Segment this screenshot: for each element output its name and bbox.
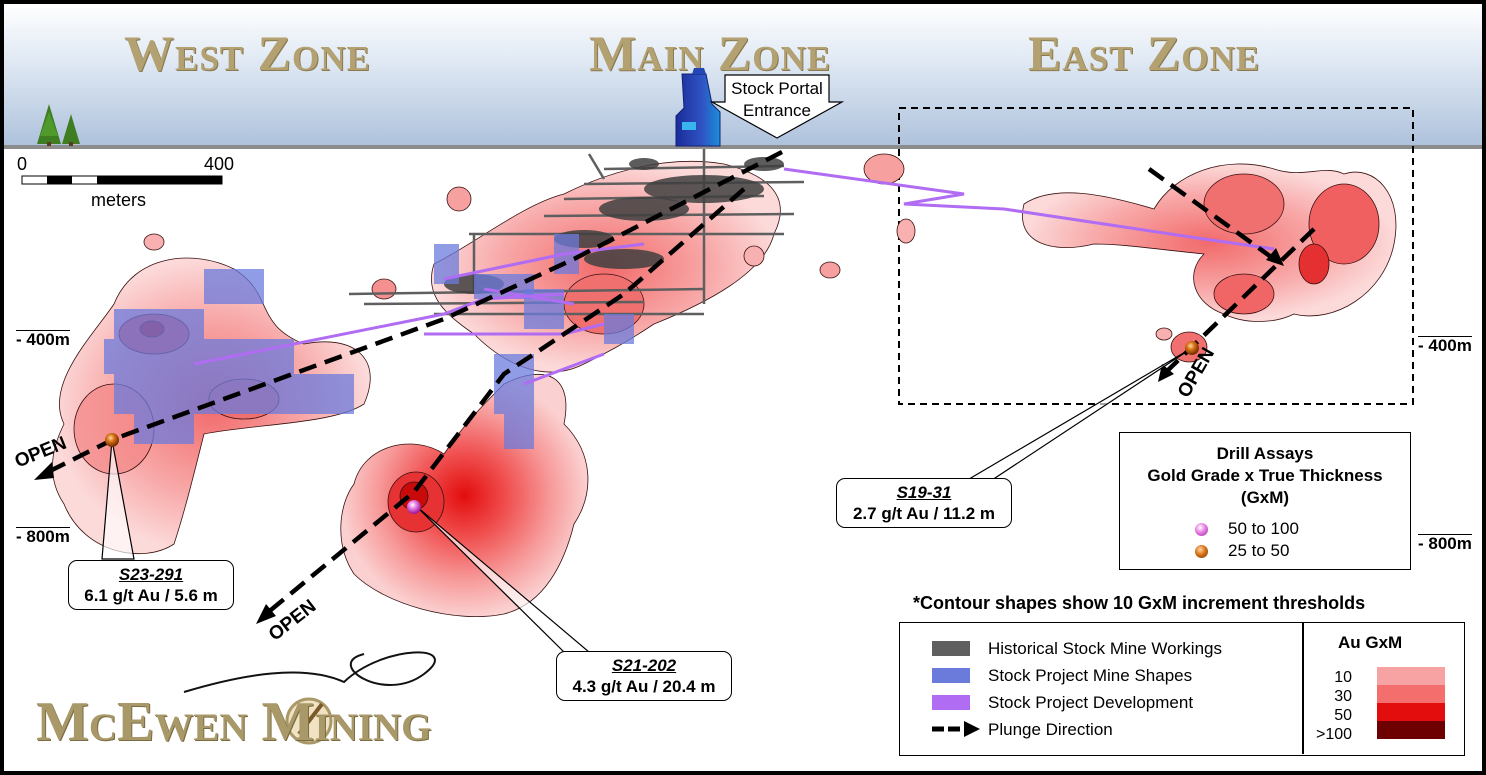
grade-legend-title: Au GxM: [1338, 633, 1403, 652]
grade-label-10: 10: [1334, 669, 1352, 686]
drill-assays-title-line3: (GxM): [1240, 488, 1290, 507]
callout-s19-31: S19-31 2.7 g/t Au / 11.2 m: [836, 478, 1012, 528]
map-legend: Historical Stock Mine Workings Stock Pro…: [899, 622, 1465, 756]
mcewen-mining-logo: McEwen Mining: [36, 691, 432, 753]
assay-legend-label-25-50: 25 to 50: [1228, 541, 1290, 560]
east-zone-outline: [898, 107, 1414, 405]
assay-legend-label-50-100: 50 to 100: [1228, 519, 1299, 538]
drill-assays-title-line2: Gold Grade x True Thickness: [1147, 466, 1383, 485]
legend-label-plunge: Plunge Direction: [988, 720, 1113, 739]
drill-assays-title: Drill Assays Gold Grade x True Thickness…: [1120, 443, 1410, 509]
callout-leaders: [101, 347, 1193, 653]
project-development: [193, 167, 1275, 386]
callout-s21-hole: S21-202: [611, 656, 677, 675]
legend-divider: [1302, 623, 1304, 754]
scale-start-label: 0: [17, 154, 28, 174]
west-zone-title: West Zone: [124, 25, 371, 81]
tree-icons: [37, 104, 80, 146]
assay-marker-s19: [1185, 341, 1199, 355]
drill-assays-title-line1: Drill Assays: [1216, 444, 1314, 463]
callout-s21-value: 4.3 g/t Au / 20.4 m: [572, 677, 716, 696]
legend-label-mine-shapes: Stock Project Mine Shapes: [988, 666, 1193, 685]
main-zone-title: Main Zone: [589, 25, 832, 81]
legend-label-historical: Historical Stock Mine Workings: [988, 639, 1222, 658]
ground-surface-line: [4, 145, 1482, 149]
grade-label-50: 50: [1334, 707, 1352, 724]
long-section-map: [21, 68, 1414, 745]
legend-plunge-arrow-icon: [932, 721, 980, 737]
depth-left-400: - 400m: [16, 330, 70, 349]
scale-end-label: 400: [204, 154, 235, 174]
grade-swatch-10: [1377, 667, 1445, 685]
depth-right-400: - 400m: [1418, 336, 1472, 355]
callout-s23-hole: S23-291: [118, 565, 184, 584]
grade-swatch-50: [1377, 703, 1445, 721]
callout-s21-202: S21-202 4.3 g/t Au / 20.4 m: [556, 651, 732, 701]
contour-note: *Contour shapes show 10 GxM increment th…: [913, 593, 1366, 613]
assay-legend-dot-orange: [1195, 545, 1208, 558]
scale-bar: [21, 175, 223, 185]
legend-swatch-development: [932, 695, 970, 710]
callout-s23-value: 6.1 g/t Au / 5.6 m: [84, 586, 218, 605]
grade-swatch-30: [1377, 685, 1445, 703]
portal-label-line1: Stock Portal: [731, 79, 823, 98]
grade-swatch-100: [1377, 721, 1445, 739]
depth-left-800: - 800m: [16, 527, 70, 546]
portal-label: Stock Portal Entrance: [725, 78, 829, 122]
headframe-icon: [675, 68, 721, 147]
drill-assays-legend: Drill Assays Gold Grade x True Thickness…: [1119, 432, 1411, 570]
east-zone-title: East Zone: [1028, 25, 1261, 81]
portal-arrow-shape: [709, 74, 845, 139]
assay-marker-s23: [105, 433, 119, 447]
callout-s23-291: S23-291 6.1 g/t Au / 5.6 m: [68, 560, 234, 610]
assay-legend-dot-pink: [1195, 523, 1208, 536]
portal-label-line2: Entrance: [742, 101, 812, 120]
grade-label-30: 30: [1334, 688, 1352, 705]
scale-unit-label: meters: [91, 190, 147, 210]
legend-label-development: Stock Project Development: [988, 693, 1194, 712]
callout-s19-hole: S19-31: [896, 483, 952, 502]
legend-swatch-mine-shapes: [932, 668, 970, 683]
callout-s19-value: 2.7 g/t Au / 11.2 m: [852, 504, 996, 523]
legend-swatch-historical: [932, 641, 970, 656]
logo-emblem: [183, 651, 436, 745]
assay-marker-s21: [407, 500, 421, 514]
grade-label-100: >100: [1316, 726, 1353, 743]
depth-right-800: - 800m: [1418, 534, 1472, 553]
